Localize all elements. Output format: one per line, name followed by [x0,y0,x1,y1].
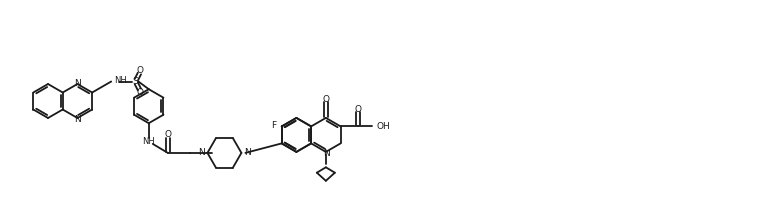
Text: O: O [137,88,144,97]
Text: S: S [132,77,138,86]
Text: NH: NH [143,137,155,146]
Text: O: O [137,66,144,75]
Text: N: N [245,148,251,157]
Text: N: N [198,148,205,157]
Text: N: N [74,78,81,88]
Text: O: O [322,95,329,104]
Text: F: F [271,121,276,130]
Text: O: O [354,104,361,114]
Text: NH: NH [114,76,127,85]
Text: N: N [324,149,330,158]
Text: N: N [74,114,81,124]
Text: OH: OH [376,122,390,131]
Text: O: O [165,130,172,139]
